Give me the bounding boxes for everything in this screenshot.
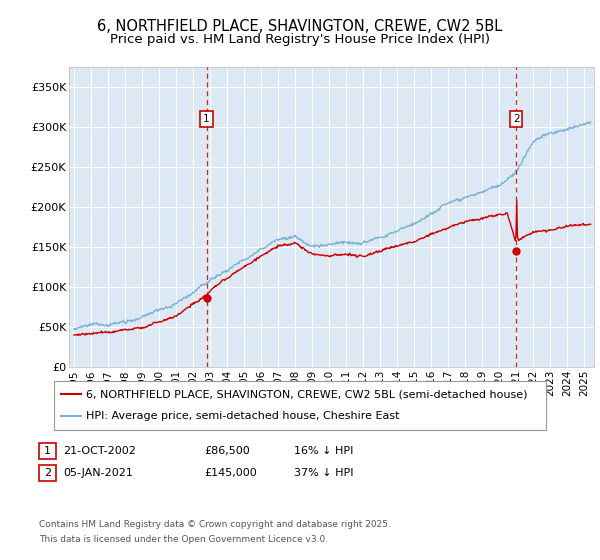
Text: This data is licensed under the Open Government Licence v3.0.: This data is licensed under the Open Gov… <box>39 535 328 544</box>
Text: HPI: Average price, semi-detached house, Cheshire East: HPI: Average price, semi-detached house,… <box>86 411 400 421</box>
Text: Contains HM Land Registry data © Crown copyright and database right 2025.: Contains HM Land Registry data © Crown c… <box>39 520 391 529</box>
Text: 21-OCT-2002: 21-OCT-2002 <box>63 446 136 456</box>
Text: Price paid vs. HM Land Registry's House Price Index (HPI): Price paid vs. HM Land Registry's House … <box>110 32 490 46</box>
Text: 2: 2 <box>513 114 520 124</box>
Text: 1: 1 <box>44 446 51 456</box>
Text: 1: 1 <box>203 114 210 124</box>
Text: 6, NORTHFIELD PLACE, SHAVINGTON, CREWE, CW2 5BL (semi-detached house): 6, NORTHFIELD PLACE, SHAVINGTON, CREWE, … <box>86 389 527 399</box>
Text: £86,500: £86,500 <box>204 446 250 456</box>
Text: 16% ↓ HPI: 16% ↓ HPI <box>294 446 353 456</box>
Text: 6, NORTHFIELD PLACE, SHAVINGTON, CREWE, CW2 5BL: 6, NORTHFIELD PLACE, SHAVINGTON, CREWE, … <box>97 20 503 34</box>
Text: 05-JAN-2021: 05-JAN-2021 <box>63 468 133 478</box>
Text: £145,000: £145,000 <box>204 468 257 478</box>
Text: 2: 2 <box>44 468 51 478</box>
Text: 37% ↓ HPI: 37% ↓ HPI <box>294 468 353 478</box>
